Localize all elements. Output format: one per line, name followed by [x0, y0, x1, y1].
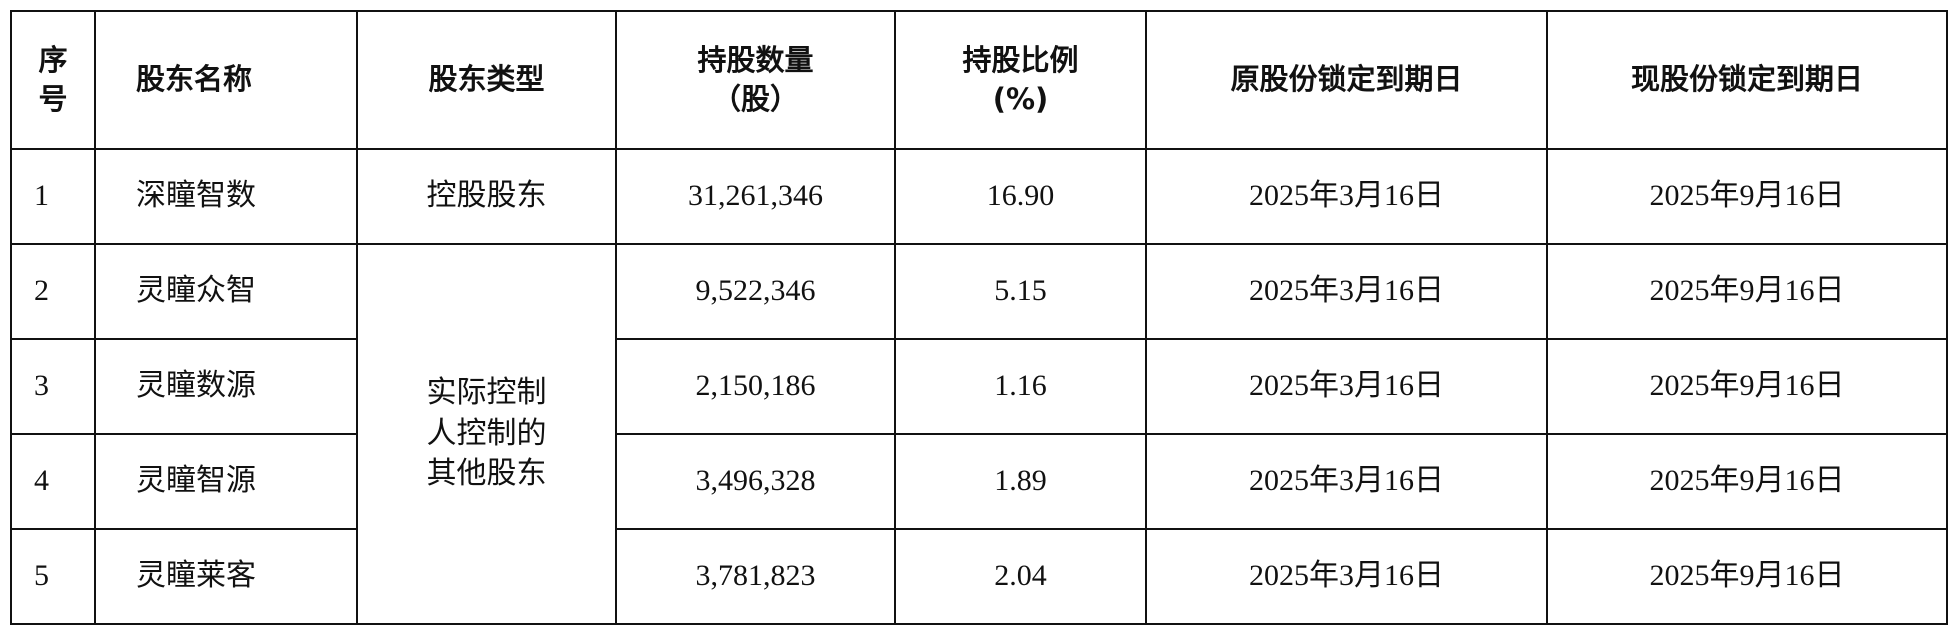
table-cell: 3,496,328	[615, 433, 896, 530]
lockup-table: 序 号股东名称 股东类型 持股数量 （股） 持股比例 (%) 原股份锁定到期日 现股份锁定…	[10, 10, 1948, 625]
table-cell: 2025年3月16日	[1145, 148, 1548, 245]
header-cell: 持股数量 （股）	[615, 10, 896, 150]
table-cell: 2025年9月16日	[1546, 528, 1948, 625]
table-cell: 灵瞳莱客	[94, 528, 358, 625]
table-cell: 5.15	[894, 243, 1147, 340]
table-row: 2 灵瞳众智 实际控制 人控制的 其他股东 9,522,346 5.15 2025年3月1…	[10, 243, 1948, 625]
table-cell: 2025年9月16日	[1546, 148, 1948, 245]
header-cell: 股东名称	[94, 10, 358, 150]
table-cell: 2	[10, 243, 96, 340]
header-cell: 持股比例 (%)	[894, 10, 1147, 150]
table-cell: 1.16	[894, 338, 1147, 435]
table-cell: 灵瞳智源	[94, 433, 358, 530]
table-row: 4 灵瞳智源 3,496,328 1.89 2025年3月16日 2025年9月16日	[10, 433, 1948, 530]
table-cell: 3,781,823	[615, 528, 896, 625]
table-cell: 深瞳智数	[94, 148, 358, 245]
table-cell: 1.89	[894, 433, 1147, 530]
header-cell: 股东类型	[356, 10, 617, 150]
table-row: 1 深瞳智数 控股股东 31,261,346 16.90 2025年3月16日 2025年9…	[10, 148, 1948, 245]
header-cell: 现股份锁定到期日	[1546, 10, 1948, 150]
table-body: 1 深瞳智数 控股股东 31,261,346 16.90 2025年3月16日 2025年9…	[10, 148, 1948, 625]
table-cell: 4	[10, 433, 96, 530]
table-cell: 9,522,346	[615, 243, 896, 340]
table-cell: 5	[10, 528, 96, 625]
table-cell: 灵瞳数源	[94, 338, 358, 435]
table-cell: 2025年9月16日	[1546, 243, 1948, 340]
table-cell: 灵瞳众智	[94, 243, 358, 340]
table-cell: 1	[10, 148, 96, 245]
header-cell: 原股份锁定到期日	[1145, 10, 1548, 150]
table-row: 3 灵瞳数源 2,150,186 1.16 2025年3月16日 2025年9月16日	[10, 338, 1948, 435]
table-cell: 2025年9月16日	[1546, 338, 1948, 435]
table-cell: 3	[10, 338, 96, 435]
table-cell: 2025年3月16日	[1145, 243, 1548, 340]
table-cell: 2025年3月16日	[1145, 528, 1548, 625]
table-cell: 2,150,186	[615, 338, 896, 435]
table-row: 5 灵瞳莱客 3,781,823 2.04 2025年3月16日 2025年9月16日	[10, 528, 1948, 625]
table-cell: 16.90	[894, 148, 1147, 245]
table-cell: 2025年3月16日	[1145, 338, 1548, 435]
table-cell: 控股股东	[356, 148, 617, 245]
table-cell: 实际控制 人控制的 其他股东	[356, 243, 617, 625]
table-cell: 2.04	[894, 528, 1147, 625]
table-cell: 31,261,346	[615, 148, 896, 245]
table-cell: 2025年3月16日	[1145, 433, 1548, 530]
table-cell: 2025年9月16日	[1546, 433, 1948, 530]
header-cell: 序 号	[10, 10, 96, 150]
header-row: 序 号股东名称 股东类型 持股数量 （股） 持股比例 (%) 原股份锁定到期日 现股份锁定…	[10, 10, 1948, 150]
